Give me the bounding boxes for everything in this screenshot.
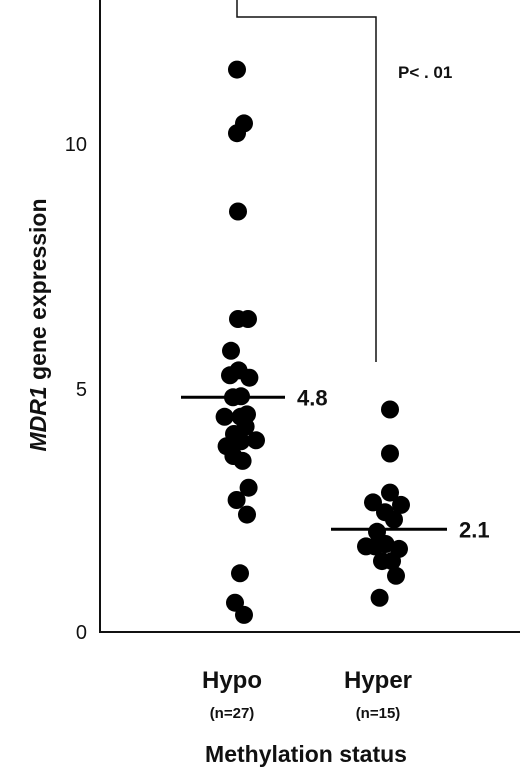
data-point-hypo-21 [233,451,252,470]
data-point-hypo-12 [215,407,234,426]
data-point-hyper-15 [370,588,389,607]
median-label-hyper: 2.1 [459,517,490,542]
data-point-hypo-25 [231,564,249,583]
significance-bracket [236,0,377,362]
data-point-hyper-14 [387,566,405,585]
data-point-hyper-2 [381,483,399,502]
data-point-hypo-5 [239,310,257,328]
y-axis-title-rest: gene expression [25,198,51,386]
y-tick-label-5: 5 [76,379,87,401]
data-point-hypo-23 [239,478,258,497]
median-label-hypo: 4.8 [297,385,328,410]
y-axis-title: MDR1 gene expression [25,198,51,451]
data-points: 4.8 2.1 [181,60,490,624]
data-point-hyper-4 [392,495,410,514]
data-point-hypo-19 [247,431,265,450]
data-point-hyper-7 [385,510,403,529]
significance-label: P< . 01 [398,63,452,82]
category-label-hyper: Hyper [344,667,412,694]
data-point-hypo-9 [240,368,259,387]
data-point-hypo-22 [227,491,246,509]
data-point-hypo-3 [229,202,247,221]
data-point-hypo-0 [228,60,246,79]
category-count-hyper: (n=15) [356,705,401,722]
data-point-hyper-13 [383,552,401,571]
category-count-hypo: (n=27) [210,705,255,722]
data-point-hyper-3 [364,493,382,512]
y-tick-label-10: 10 [65,134,87,156]
x-axis-title: Methylation status [205,741,407,767]
data-point-hyper-0 [381,400,399,419]
data-point-hypo-27 [235,605,253,624]
data-point-hypo-6 [222,341,240,360]
data-point-hypo-24 [238,505,256,524]
data-point-hypo-16 [236,417,255,436]
y-axis-title-gene: MDR1 [25,386,51,451]
y-tick-label-0: 0 [76,622,87,644]
data-point-hypo-18 [232,432,250,451]
category-label-hypo: Hypo [202,667,262,694]
data-point-hyper-1 [381,444,399,463]
data-point-hypo-2 [235,114,253,133]
